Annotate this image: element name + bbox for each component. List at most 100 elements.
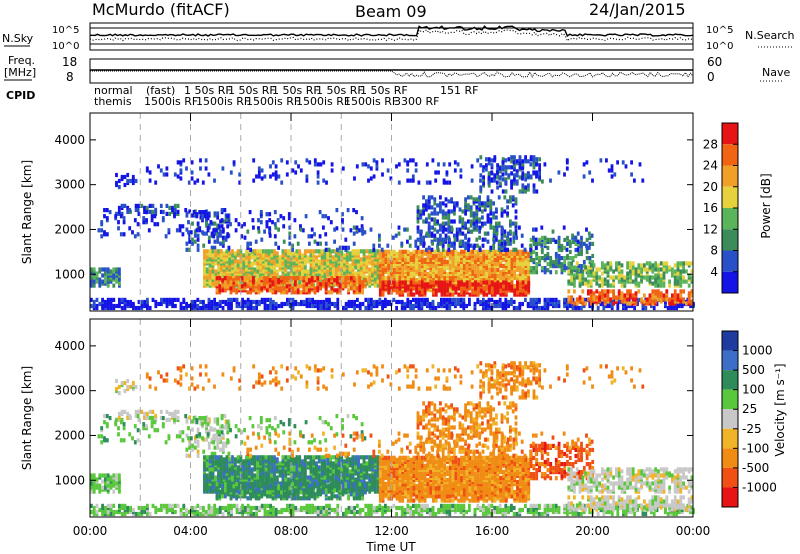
power-cell [575, 261, 579, 266]
power-cell [90, 303, 93, 309]
velocity-cell [160, 507, 163, 513]
power-cell [359, 249, 363, 254]
power-cell [436, 229, 439, 234]
power-cell [260, 297, 264, 302]
power-cell [436, 221, 439, 226]
power-cell [423, 257, 427, 262]
power-cell [352, 231, 356, 236]
power-cell [165, 301, 169, 307]
cpid-row1-0: normal [94, 84, 133, 97]
velocity-cell [179, 511, 183, 517]
power-cell [134, 203, 138, 208]
power-cell [266, 284, 269, 289]
power-cell [241, 303, 244, 309]
power-cell [527, 187, 530, 192]
power-cell [506, 199, 509, 204]
power-cell [336, 305, 340, 311]
power-cell [574, 235, 577, 240]
power-cell [495, 170, 499, 175]
power-cell [534, 237, 538, 242]
power-cell [634, 291, 638, 296]
power-cell [274, 170, 278, 175]
power-cell [504, 189, 508, 194]
power-cell [250, 261, 254, 266]
power-cell [274, 241, 278, 246]
power-cell [187, 230, 190, 235]
power-cell [378, 284, 382, 289]
power-cell [398, 299, 401, 305]
power-cell [148, 203, 152, 208]
power-cell [637, 263, 641, 268]
power-cell [322, 178, 326, 183]
power-cell [317, 273, 321, 278]
power-cell [381, 253, 385, 258]
power-cell [220, 208, 224, 213]
power-cell [422, 219, 425, 224]
power-cell [447, 221, 451, 226]
power-cell [408, 243, 412, 248]
power-cell [193, 229, 197, 234]
power-cell [436, 211, 439, 216]
power-cell [425, 203, 428, 208]
power-cell [676, 293, 680, 298]
power-cell [580, 247, 583, 253]
power-cell [451, 263, 455, 268]
power-cell [481, 215, 484, 220]
power-cell [495, 180, 499, 185]
power-cell [103, 214, 106, 219]
power-cell [191, 213, 194, 218]
cpid-row1-7: 151 RF [440, 84, 478, 97]
power-cell [252, 276, 255, 281]
power-cell [576, 231, 580, 236]
power-cell [264, 273, 268, 278]
power-cell [489, 211, 493, 216]
power-cell [224, 213, 228, 218]
power-cell [277, 174, 281, 179]
power-cell [216, 223, 220, 228]
power-cell [205, 249, 209, 254]
power-cell [203, 249, 206, 254]
power-cell [580, 235, 583, 240]
power-cell [136, 222, 140, 227]
power-cell [543, 253, 547, 259]
power-cell [269, 164, 272, 169]
power-cell [277, 245, 280, 250]
power-cell [288, 303, 292, 309]
power-cell [634, 301, 638, 306]
power-cell [469, 205, 473, 210]
power-cell [495, 237, 498, 242]
power-cell [136, 232, 140, 237]
cpid-row2-0: themis [94, 95, 132, 108]
power-cell [570, 299, 573, 304]
power-cell [295, 257, 299, 262]
power-cell [468, 292, 472, 297]
power-cell [468, 301, 471, 307]
power-cell [560, 262, 564, 267]
power-cell [527, 251, 531, 256]
power-cell [446, 271, 449, 277]
power-cell [416, 209, 420, 214]
power-cell [323, 255, 327, 260]
power-cell [207, 303, 211, 309]
power-cell [446, 259, 449, 264]
power-cell [221, 288, 224, 293]
power-cell [126, 172, 130, 178]
power-cell [378, 255, 382, 260]
power-cell [308, 278, 311, 283]
power-cell [524, 290, 528, 295]
power-cell [557, 241, 561, 246]
power-cell [665, 265, 669, 270]
power-cell [242, 253, 246, 258]
power-cell [301, 269, 304, 274]
power-cell [540, 243, 544, 248]
power-cell [288, 276, 292, 281]
power-cell [387, 290, 391, 295]
power-cell [296, 288, 300, 293]
power-cell [577, 241, 581, 246]
power-cell [448, 305, 452, 311]
power-cell [504, 180, 508, 185]
power-cell [291, 286, 294, 291]
power-cell [310, 234, 314, 239]
power-cell [453, 219, 456, 224]
power-cell [687, 283, 691, 288]
